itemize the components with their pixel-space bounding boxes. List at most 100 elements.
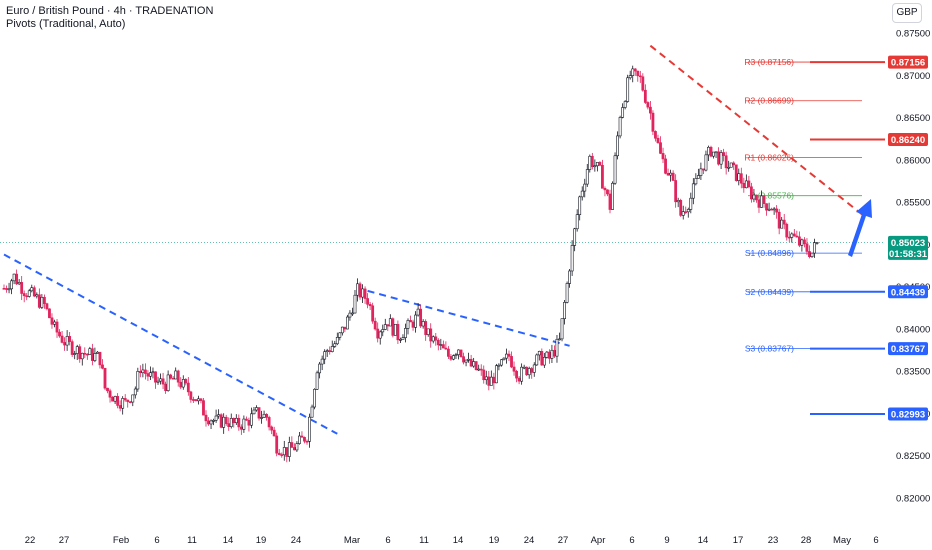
candle-body bbox=[186, 382, 190, 393]
candle-body bbox=[255, 407, 258, 411]
candle-body bbox=[712, 151, 715, 157]
candle-body bbox=[611, 182, 614, 210]
candle-body bbox=[303, 437, 306, 442]
candle-body bbox=[575, 214, 579, 230]
chart-header: Euro / British Pound · 4h · TRADENATION … bbox=[6, 5, 213, 31]
candle-body bbox=[237, 417, 241, 428]
pivot-label-r1: R1 (0.86026) bbox=[744, 153, 794, 163]
candle-body bbox=[760, 195, 763, 208]
candle-body bbox=[10, 280, 13, 290]
candle-body bbox=[775, 208, 779, 213]
candle-body bbox=[383, 324, 387, 330]
candle-body bbox=[174, 370, 178, 380]
candle-body bbox=[111, 396, 114, 402]
candle-body bbox=[681, 211, 685, 216]
candle-body bbox=[601, 164, 604, 189]
candle-body bbox=[545, 351, 549, 358]
candle-body bbox=[595, 162, 599, 167]
candle-body bbox=[441, 344, 445, 349]
y-tick-label: 0.83500 bbox=[896, 367, 930, 378]
candle-body bbox=[141, 369, 145, 374]
trendline-2 bbox=[649, 44, 864, 216]
candle-body bbox=[222, 416, 226, 428]
x-tick-label: 11 bbox=[187, 535, 197, 546]
price-axis[interactable]: 0.875000.870000.865000.860000.855000.850… bbox=[896, 29, 930, 505]
candle-body bbox=[40, 296, 44, 308]
candle-body bbox=[734, 164, 738, 181]
candle-body bbox=[305, 440, 309, 443]
y-tick-label: 0.85500 bbox=[896, 198, 930, 209]
time-axis[interactable]: 22 27 Feb 6 11 14 19 24 Mar 6 11 14 19 24 27 Apr 6 9 14 17 2… bbox=[25, 535, 879, 546]
x-tick-label: 17 bbox=[733, 535, 744, 546]
indicator-label[interactable]: Pivots (Traditional, Auto) bbox=[6, 18, 126, 30]
candle-body bbox=[262, 413, 266, 418]
candle-body bbox=[641, 76, 645, 91]
candle-body bbox=[25, 295, 29, 298]
candle-body bbox=[540, 351, 544, 366]
candle-body bbox=[30, 287, 34, 292]
candle-body bbox=[401, 337, 405, 340]
candle-body bbox=[15, 273, 19, 285]
candle-body bbox=[684, 211, 688, 213]
candle-body bbox=[707, 146, 710, 156]
candle-body bbox=[429, 328, 433, 342]
x-tick-label: 28 bbox=[801, 535, 812, 546]
candle-body bbox=[590, 155, 594, 168]
candle-body bbox=[328, 350, 332, 352]
x-tick-label: 14 bbox=[453, 535, 464, 546]
candle-body bbox=[310, 406, 314, 418]
candle-body bbox=[229, 418, 233, 427]
candle-body bbox=[300, 435, 304, 438]
candle-body bbox=[55, 321, 59, 333]
candle-body bbox=[234, 417, 238, 424]
candle-body bbox=[621, 107, 625, 118]
candle-body bbox=[83, 352, 87, 355]
candle-body bbox=[265, 413, 269, 418]
x-tick-label: 22 bbox=[25, 535, 36, 546]
candle-body bbox=[136, 371, 140, 390]
candle-body bbox=[749, 186, 753, 200]
symbol-title[interactable]: Euro / British Pound · 4h · TRADENATION bbox=[6, 5, 214, 17]
y-tick-label: 0.86000 bbox=[896, 155, 930, 166]
candle-body bbox=[616, 135, 619, 157]
candle-body bbox=[588, 155, 592, 170]
candle-body bbox=[146, 373, 150, 377]
candle-body bbox=[131, 394, 135, 403]
x-tick-label: 27 bbox=[558, 535, 569, 546]
candle-body bbox=[138, 371, 142, 374]
candle-body bbox=[512, 366, 516, 372]
pivot-label-s2: S2 (0.84439) bbox=[745, 287, 794, 297]
tag-current-price: 0.85023 bbox=[891, 238, 925, 249]
candle-body bbox=[517, 377, 521, 382]
candle-body bbox=[159, 378, 162, 382]
candle-body bbox=[247, 419, 251, 426]
currency-button[interactable]: GBP bbox=[892, 3, 922, 23]
candle-body bbox=[573, 228, 577, 246]
x-tick-label: 23 bbox=[768, 535, 779, 546]
candle-body bbox=[785, 223, 789, 238]
candle-body bbox=[292, 447, 296, 451]
candle-body bbox=[295, 443, 299, 451]
x-tick-label: 6 bbox=[154, 535, 159, 546]
candle-body bbox=[406, 320, 410, 329]
price-tags: 0.87156 0.86240 0.84439 0.83767 0.82993 0.850… bbox=[888, 55, 928, 421]
candle-body bbox=[340, 326, 344, 334]
candle-body bbox=[550, 349, 554, 359]
candle-body bbox=[449, 356, 453, 360]
candle-body bbox=[373, 320, 377, 330]
candle-body bbox=[245, 418, 248, 421]
pivot-label-p: P (0.85576) bbox=[750, 191, 794, 201]
candle-body bbox=[37, 294, 41, 308]
candle-body bbox=[664, 158, 667, 174]
candle-body bbox=[252, 409, 256, 415]
candle-body bbox=[348, 312, 352, 318]
candle-body bbox=[717, 151, 720, 165]
candle-body bbox=[123, 398, 127, 401]
trendline-0 bbox=[3, 253, 338, 435]
candle-body bbox=[777, 211, 781, 229]
candle-body bbox=[93, 353, 97, 361]
candle-body bbox=[553, 349, 556, 357]
candle-body bbox=[144, 369, 147, 374]
candle-body bbox=[90, 348, 94, 361]
